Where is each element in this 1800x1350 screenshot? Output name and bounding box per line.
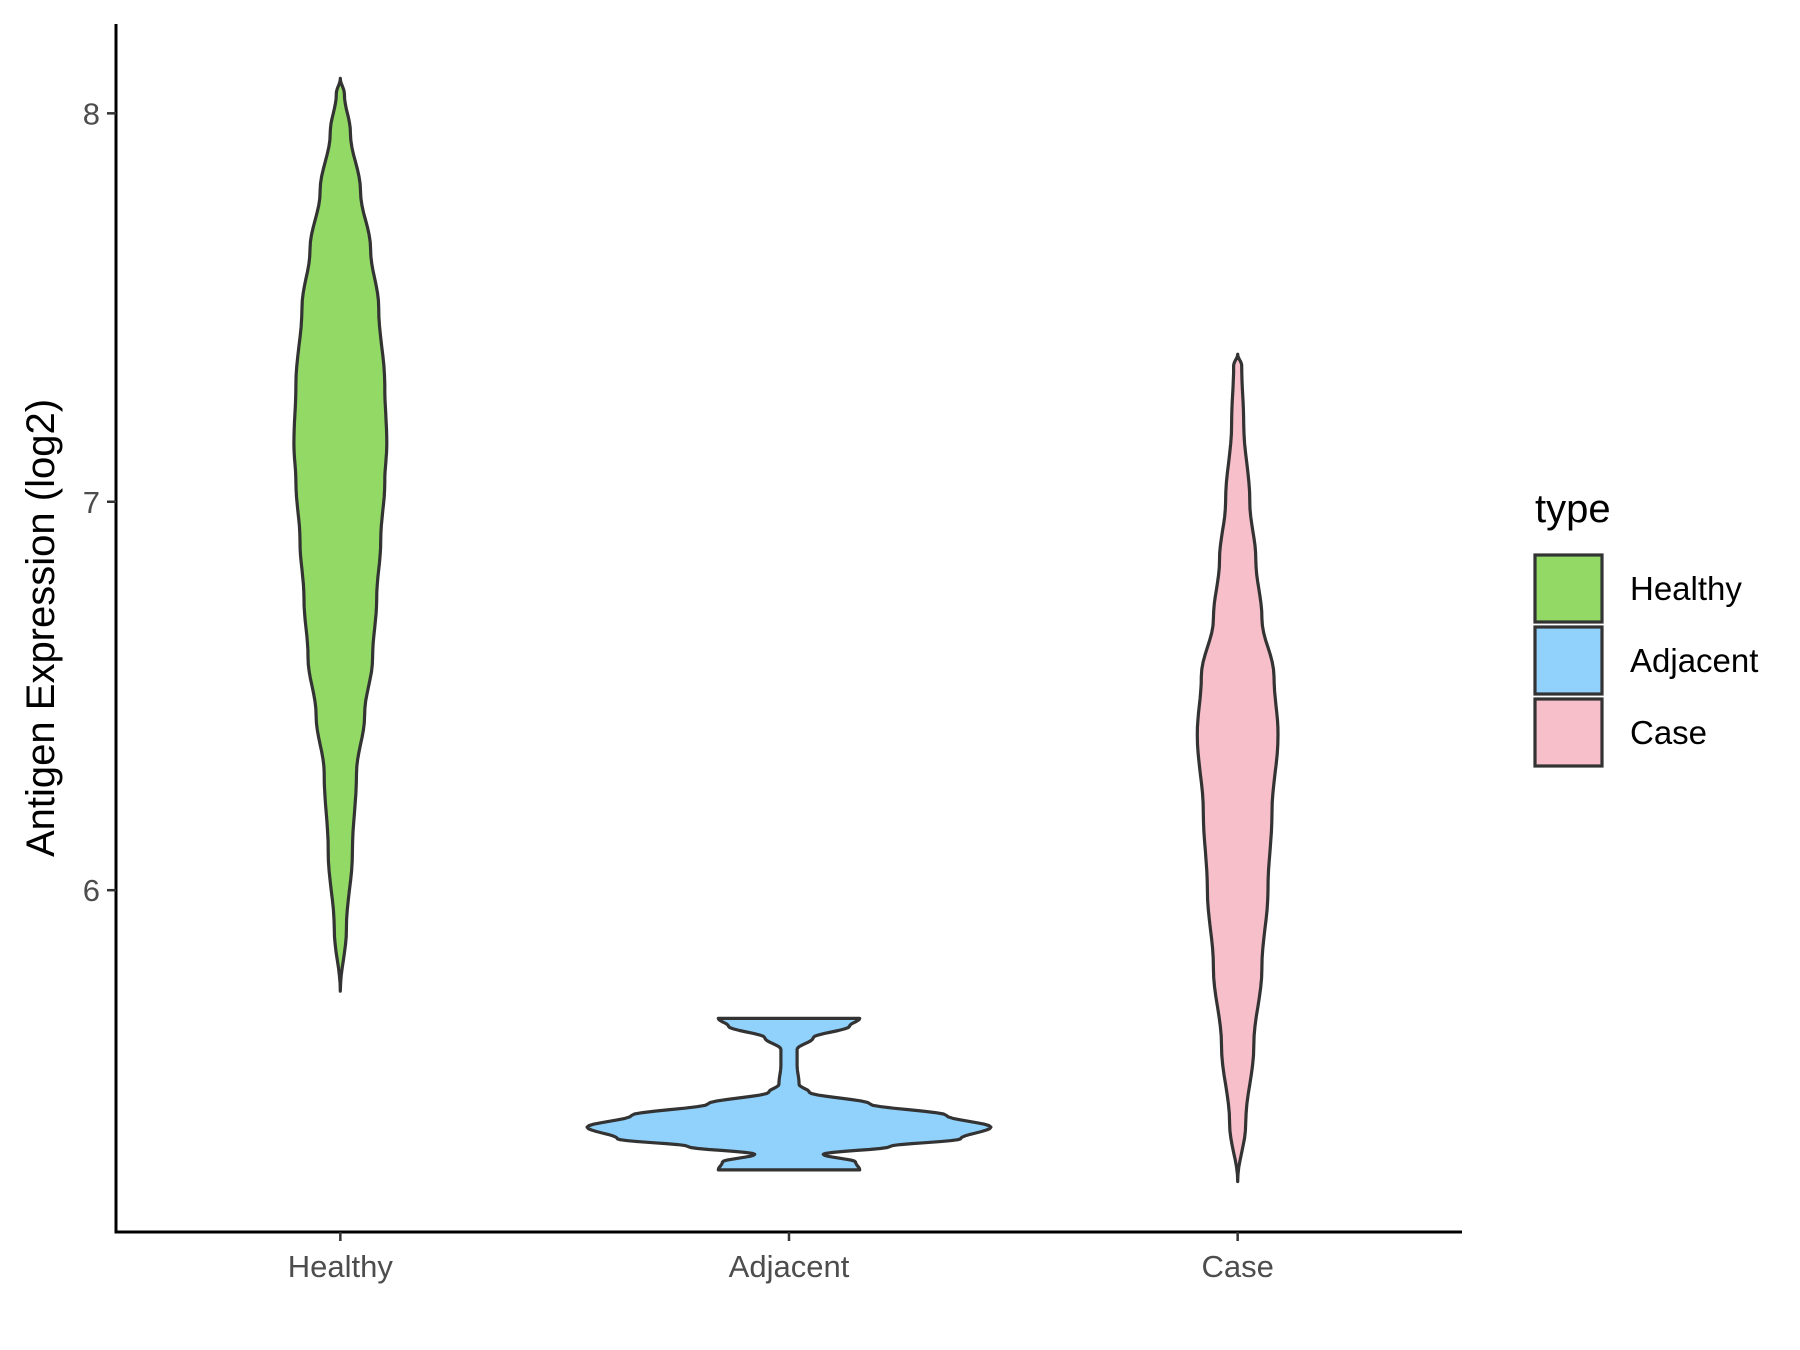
y-tick-label: 8 [83, 96, 100, 131]
violin-layer [292, 76, 1280, 1184]
legend-label-adjacent: Adjacent [1630, 642, 1758, 679]
x-tick-label-case: Case [1201, 1249, 1273, 1284]
legend-key-adjacent [1533, 625, 1604, 696]
y-axis-ticks: 6 7 8 [83, 96, 116, 908]
y-tick-label: 6 [83, 873, 100, 908]
x-tick-label-adjacent: Adjacent [729, 1249, 850, 1284]
violin-healthy [292, 76, 389, 993]
legend-entries: Healthy Adjacent Case [1533, 553, 1758, 768]
legend-key-case [1533, 697, 1604, 768]
legend: type Healthy Adjacent Case [1533, 487, 1758, 768]
legend-label-case: Case [1630, 714, 1707, 751]
x-tick-label-healthy: Healthy [288, 1249, 394, 1284]
legend-label-healthy: Healthy [1630, 570, 1742, 607]
violin-adjacent [585, 1016, 993, 1172]
legend-title: type [1535, 487, 1611, 531]
y-tick-label: 7 [83, 485, 100, 520]
legend-key-healthy [1533, 553, 1604, 624]
y-axis-title: Antigen Expression (log2) [19, 399, 63, 857]
violin-case [1195, 352, 1280, 1184]
x-axis-ticks: Healthy Adjacent Case [288, 1232, 1274, 1284]
